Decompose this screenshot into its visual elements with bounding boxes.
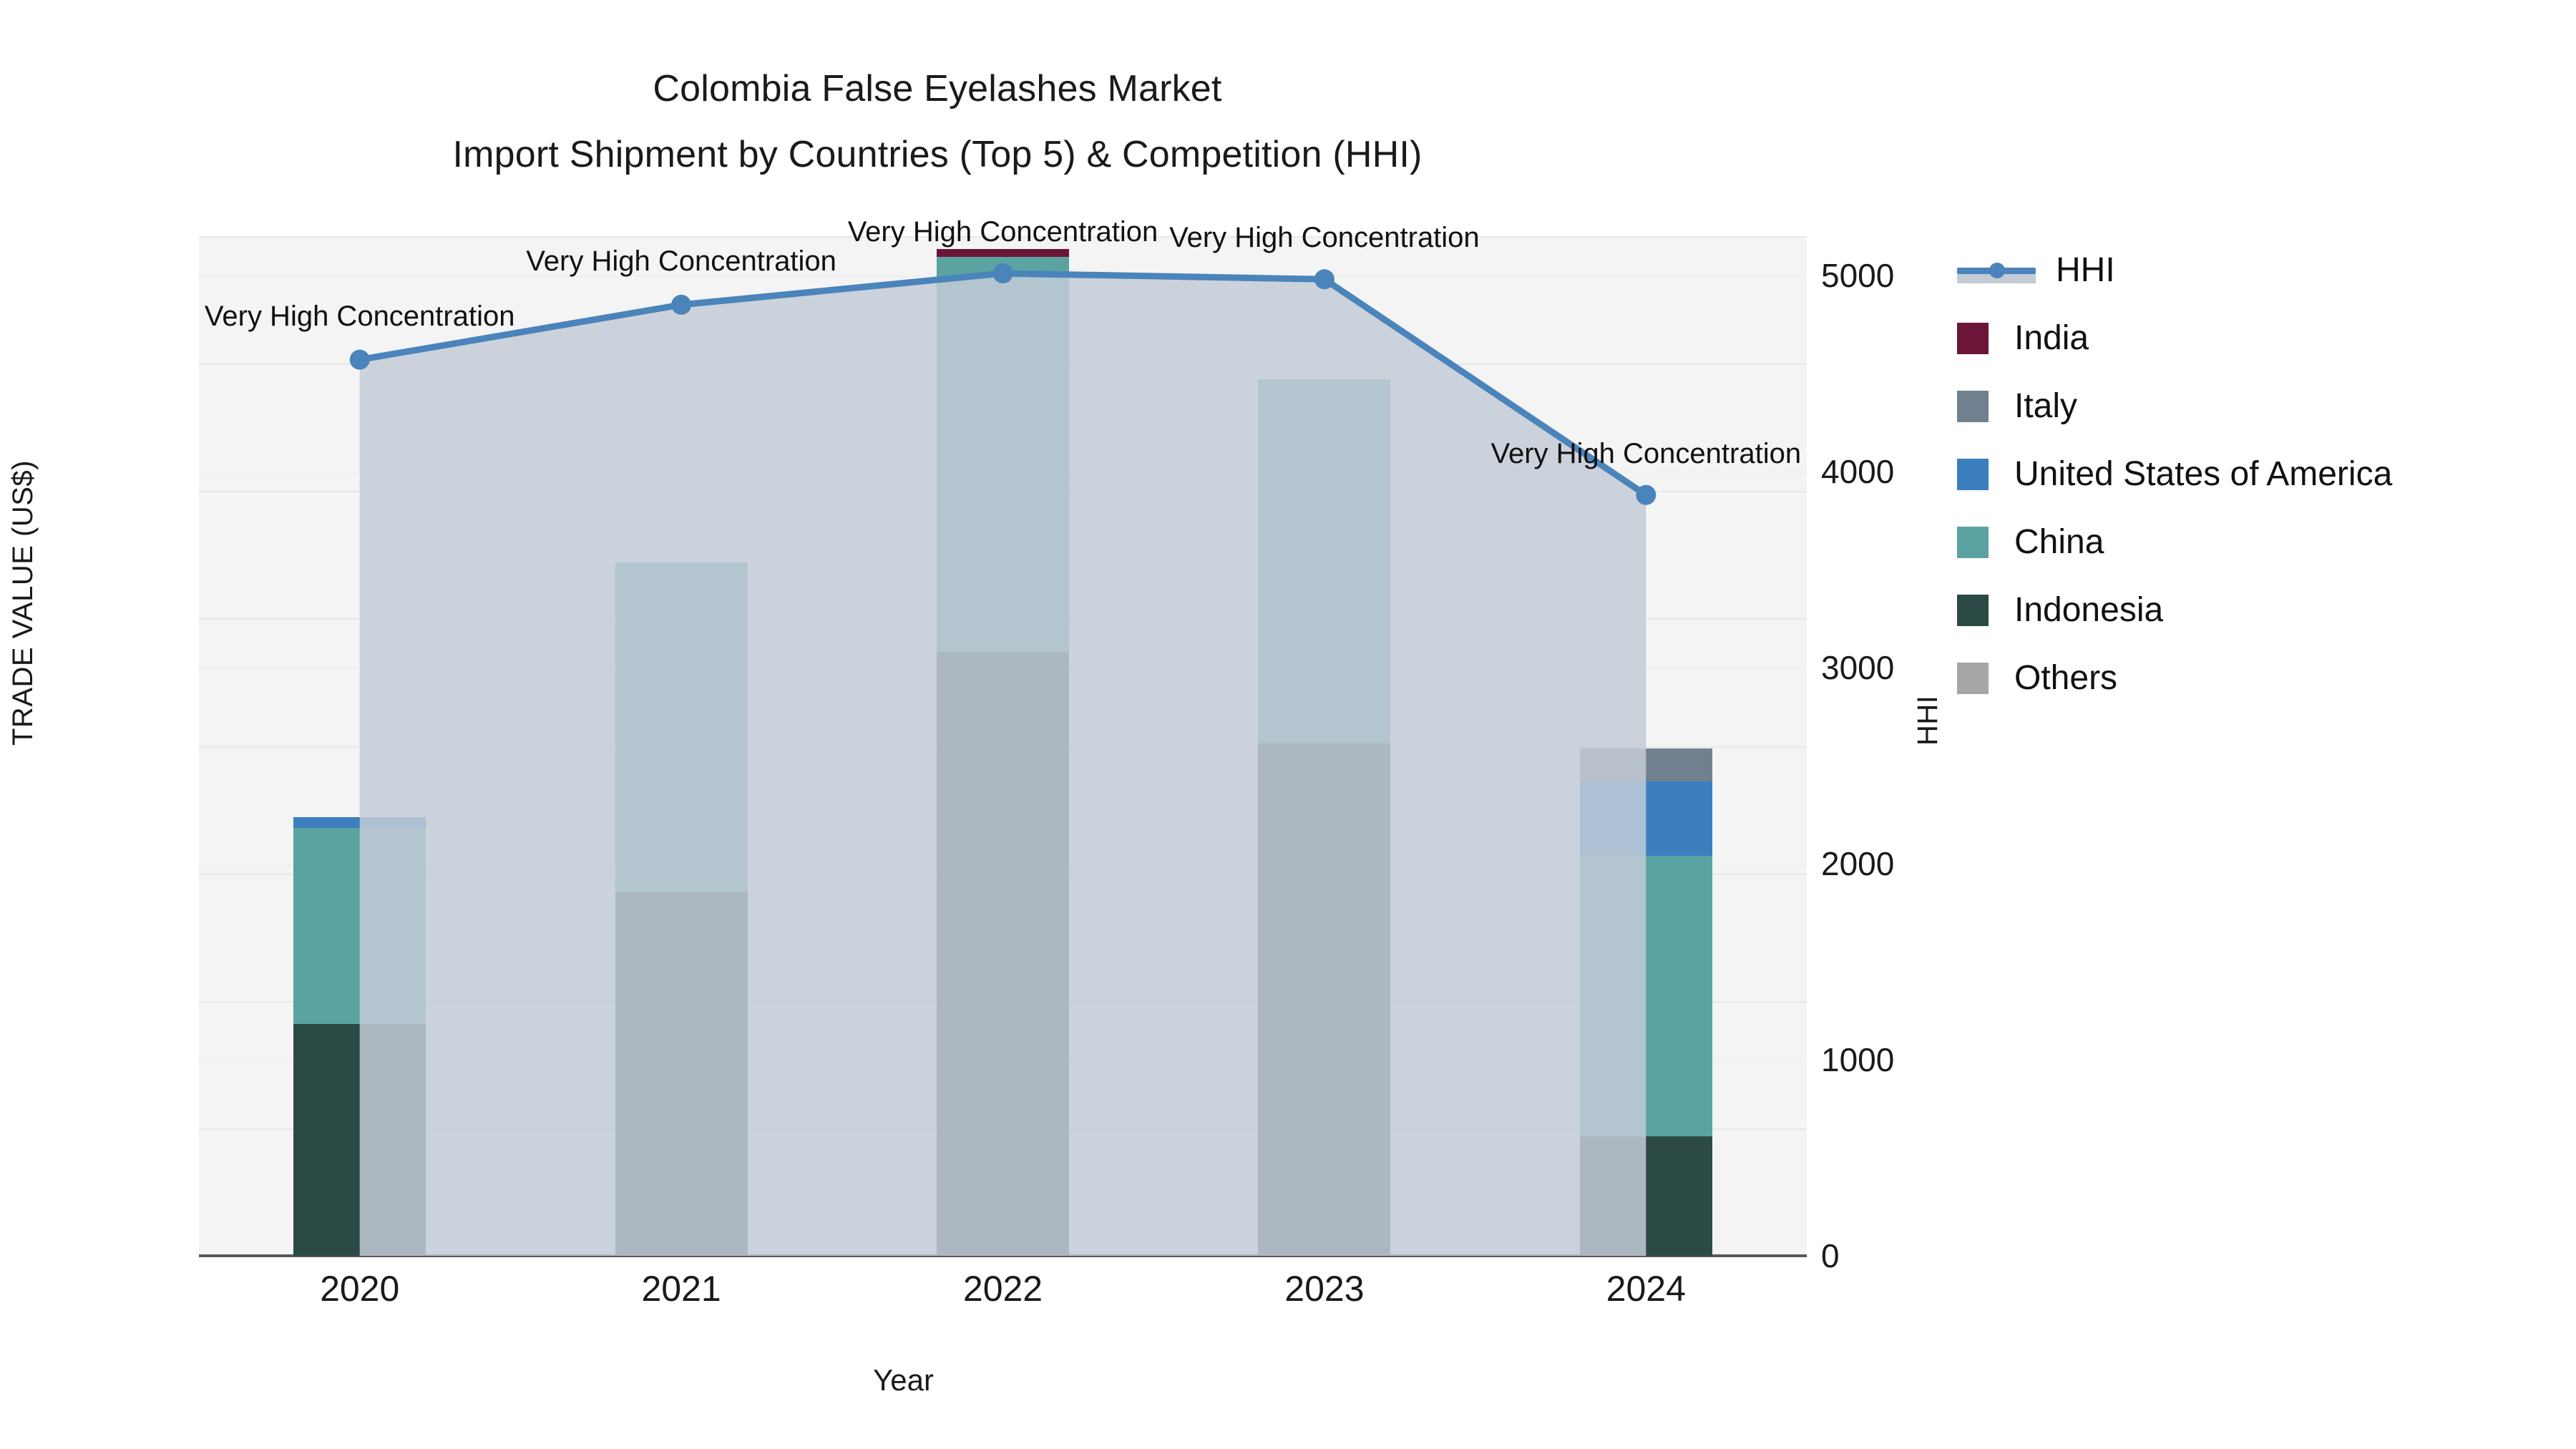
bar-segment-united-states-of-america[interactable]: [293, 817, 426, 828]
x-axis-tick-2023: 2023: [1284, 1269, 1365, 1309]
bar-segment-indonesia[interactable]: [615, 891, 748, 1256]
legend-item-label: India: [2014, 318, 2089, 357]
chart-title-line-1: Colombia False Eyelashes Market: [653, 68, 1222, 109]
legend-swatch-icon: [1957, 594, 1989, 626]
x-axis-tick-2024: 2024: [1606, 1269, 1686, 1309]
y-axis-right-tick: 5000: [1821, 256, 1895, 294]
x-axis-tick-2021: 2021: [641, 1269, 721, 1309]
legend-item-others[interactable]: Others: [1957, 644, 2558, 712]
bar-segment-indonesia[interactable]: [1579, 1136, 1712, 1256]
legend-item-united-states-of-america[interactable]: United States of America: [1957, 440, 2558, 508]
y-axis-right-label: HHI: [1912, 695, 1943, 746]
bar-segment-indonesia[interactable]: [937, 651, 1069, 1256]
legend-item-label: Indonesia: [2014, 590, 2164, 629]
legend-item-italy[interactable]: Italy: [1957, 372, 2558, 440]
annotation-2021: Very High Concentration: [526, 245, 836, 277]
legend-item-china[interactable]: China: [1957, 508, 2558, 576]
annotation-2020: Very High Concentration: [204, 300, 515, 332]
y-axis-right-tick: 1000: [1821, 1040, 1895, 1078]
x-axis-tick-2020: 2020: [320, 1269, 400, 1309]
bar-stack-2020[interactable]: [293, 236, 426, 1256]
bar-stack-2024[interactable]: [1579, 236, 1712, 1256]
y-axis-left-label: TRADE VALUE (US$): [7, 460, 39, 746]
legend: HHI India Italy United States of America Chi…: [1957, 236, 2558, 712]
legend-line-icon: [1957, 255, 2036, 286]
legend-item-label: Others: [2014, 658, 2118, 697]
y-axis-right-tick: 2000: [1821, 844, 1895, 882]
gridline-major: [199, 236, 1807, 238]
legend-item-label: HHI: [2056, 250, 2115, 289]
bar-stack-2021[interactable]: [615, 236, 748, 1256]
bar-segment-india[interactable]: [937, 248, 1069, 257]
legend-swatch-icon: [1957, 458, 1989, 490]
legend-swatch-icon: [1957, 526, 1989, 558]
y-axis-right-tick: 0: [1821, 1237, 1840, 1274]
bar-segment-china[interactable]: [937, 256, 1069, 652]
legend-item-hhi[interactable]: HHI: [1957, 236, 2558, 304]
bar-segment-china[interactable]: [1579, 855, 1712, 1136]
y-axis-right-tick: 3000: [1821, 648, 1895, 686]
y-axis-right-tick: 4000: [1821, 452, 1895, 490]
legend-item-label: China: [2014, 522, 2104, 561]
legend-swatch-icon: [1957, 322, 1989, 354]
legend-item-indonesia[interactable]: Indonesia: [1957, 576, 2558, 644]
bar-stack-2023[interactable]: [1258, 236, 1391, 1256]
annotation-2022: Very High Concentration: [847, 216, 1158, 248]
legend-item-india[interactable]: India: [1957, 304, 2558, 372]
bar-segment-italy[interactable]: [1579, 748, 1712, 782]
bar-segment-china[interactable]: [293, 827, 426, 1024]
bar-stack-2022[interactable]: [937, 236, 1069, 1256]
chart-title-line-2: Import Shipment by Countries (Top 5) & C…: [452, 134, 1423, 175]
annotation-2024: Very High Concentration: [1491, 437, 1802, 469]
x-axis-label: Year: [873, 1363, 934, 1397]
legend-item-label: United States of America: [2014, 454, 2393, 493]
legend-swatch-icon: [1957, 390, 1989, 422]
bar-segment-united-states-of-america[interactable]: [1579, 781, 1712, 856]
x-axis-tick-2022: 2022: [962, 1269, 1043, 1309]
bar-segment-indonesia[interactable]: [293, 1023, 426, 1256]
legend-item-label: Italy: [2014, 386, 2078, 425]
annotation-2023: Very High Concentration: [1169, 222, 1480, 254]
legend-swatch-icon: [1957, 662, 1989, 694]
bar-segment-indonesia[interactable]: [1258, 743, 1391, 1256]
x-axis-baseline: [199, 1254, 1807, 1257]
bar-segment-china[interactable]: [1258, 379, 1391, 743]
bar-segment-china[interactable]: [615, 562, 748, 892]
chart-title: Colombia False Eyelashes Market Import S…: [0, 56, 1875, 187]
